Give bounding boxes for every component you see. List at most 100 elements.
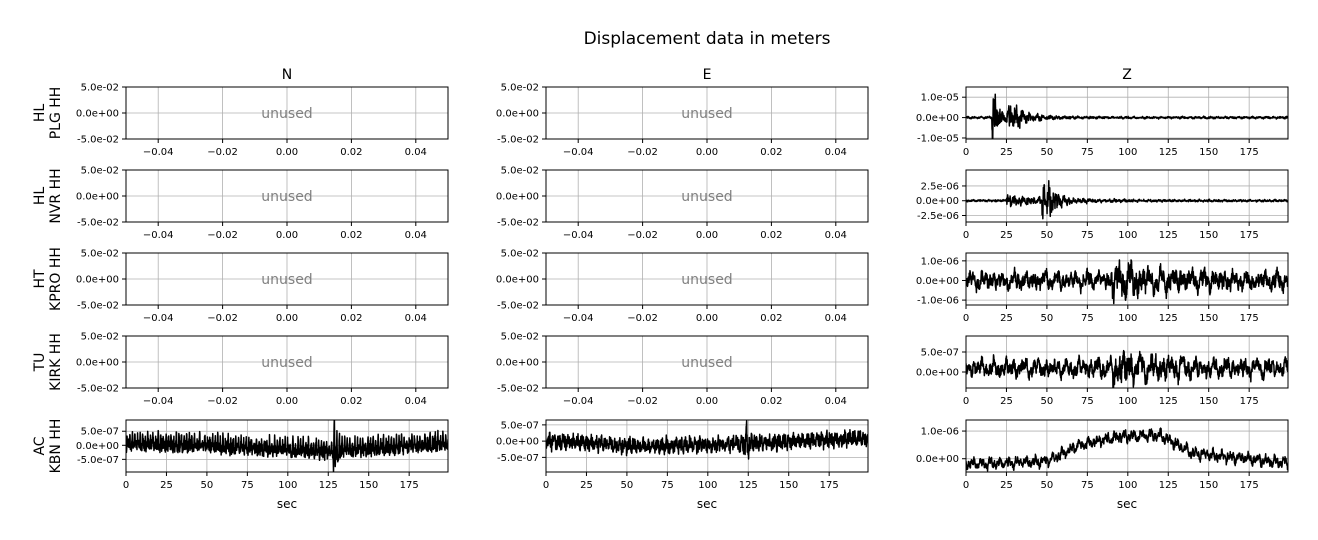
y-tick-label: 0.0e+00 xyxy=(76,441,119,452)
x-tick-label: 125 xyxy=(1159,313,1178,324)
series-line xyxy=(126,420,448,472)
series-line xyxy=(546,420,868,460)
x-tick-label: 150 xyxy=(1199,313,1218,324)
y-tick-label: 0.0e+00 xyxy=(76,109,119,120)
y-tick-label: 0.0e+00 xyxy=(916,196,959,207)
x-tick-label: 100 xyxy=(278,480,297,491)
x-tick-label: 150 xyxy=(1199,230,1218,241)
x-tick-label: −0.02 xyxy=(627,396,658,407)
x-tick-label: 0.02 xyxy=(340,396,362,407)
x-tick-label: 150 xyxy=(779,480,798,491)
x-tick-label: 0.02 xyxy=(760,396,782,407)
y-tick-label: 5.0e-02 xyxy=(501,166,539,177)
y-tick-label: 1.0e-05 xyxy=(921,93,959,104)
x-tick-label: 50 xyxy=(1041,230,1054,241)
y-tick-label: 0.0e+00 xyxy=(496,192,539,203)
x-tick-label: 100 xyxy=(1118,313,1137,324)
x-tick-label: 100 xyxy=(1118,230,1137,241)
row-label-nvr: HLNVR HH xyxy=(32,168,64,223)
y-tick-label: 0.0e+00 xyxy=(496,437,539,448)
x-tick-label: 0 xyxy=(963,230,969,241)
row-label-station: PLG HH xyxy=(48,87,64,140)
x-tick-label: 25 xyxy=(160,480,173,491)
y-tick-label: -5.0e-02 xyxy=(497,218,539,229)
x-tick-label: 0.00 xyxy=(696,147,718,158)
y-tick-label: -5.0e-07 xyxy=(497,453,539,464)
subplot-r0-c0: unused −0.04 −0.02 0.00 0.02 0.04 5.0e-02 0.0e+… xyxy=(76,83,449,158)
subplot-r0-c1: unused −0.04 −0.02 0.00 0.02 0.04 5.0e-02 0.0e+… xyxy=(496,83,869,158)
x-tick-label: 25 xyxy=(1000,230,1013,241)
axes-frame xyxy=(965,86,1289,140)
x-tick-label: 0 xyxy=(123,480,129,491)
unused-label: unused xyxy=(681,355,732,371)
x-tick-label: 75 xyxy=(1081,147,1094,158)
x-tick-label: 175 xyxy=(1240,313,1259,324)
x-tick-label: 50 xyxy=(621,480,634,491)
axes-frame xyxy=(965,169,1289,223)
row-label-network: AC xyxy=(32,436,48,455)
x-tick-label: 175 xyxy=(1240,147,1259,158)
x-tick-label: 50 xyxy=(1041,147,1054,158)
x-tick-label: 0.04 xyxy=(825,147,847,158)
unused-label: unused xyxy=(261,355,312,371)
x-tick-label: 125 xyxy=(739,480,758,491)
x-tick-label: 25 xyxy=(1000,147,1013,158)
x-tick-label: 125 xyxy=(1159,230,1178,241)
y-tick-label: 0.0e+00 xyxy=(496,275,539,286)
series-line xyxy=(966,259,1288,305)
x-tick-label: −0.02 xyxy=(627,313,658,324)
x-tick-label: 25 xyxy=(1000,480,1013,491)
subplot-r3-c0: unused −0.04 −0.02 0.00 0.02 0.04 5.0e-02 0.0e+… xyxy=(76,332,449,407)
x-axis-label: sec xyxy=(1117,497,1137,511)
y-tick-label: 5.0e-02 xyxy=(501,83,539,94)
x-tick-label: 0.04 xyxy=(825,396,847,407)
axes-frame xyxy=(125,419,449,473)
x-tick-label: 175 xyxy=(400,480,419,491)
x-tick-label: 0.04 xyxy=(405,396,427,407)
x-tick-label: 0.00 xyxy=(276,147,298,158)
x-axis-label: sec xyxy=(277,497,297,511)
x-tick-label: 50 xyxy=(201,480,214,491)
x-axis-label: sec xyxy=(697,497,717,511)
x-tick-label: 125 xyxy=(319,480,338,491)
panels: unused −0.04 −0.02 0.00 0.02 0.04 5.0e-02 0.0e+… xyxy=(76,83,1289,511)
x-tick-label: 0.00 xyxy=(696,313,718,324)
subplot-r3-c1: unused −0.04 −0.02 0.00 0.02 0.04 5.0e-02 0.0e+… xyxy=(496,332,869,407)
row-label-kpro: HTKPRO HH xyxy=(32,247,64,311)
x-tick-label: 0 xyxy=(963,147,969,158)
unused-label: unused xyxy=(681,106,732,122)
x-tick-label: 75 xyxy=(661,480,674,491)
y-tick-label: -1.0e-05 xyxy=(917,133,959,144)
subplot-r4-c2: 0 25 50 75 100 125 150 175 1.0e-06 0.0e+00 sec xyxy=(916,419,1289,511)
x-tick-label: 0 xyxy=(963,480,969,491)
x-tick-label: 0.04 xyxy=(405,230,427,241)
x-tick-label: 0.04 xyxy=(405,147,427,158)
x-tick-label: 25 xyxy=(1000,313,1013,324)
x-tick-label: −0.04 xyxy=(143,396,174,407)
x-tick-label: 0.00 xyxy=(696,396,718,407)
y-tick-label: -5.0e-02 xyxy=(77,218,119,229)
y-tick-label: 5.0e-02 xyxy=(81,249,119,260)
x-tick-label: −0.02 xyxy=(207,396,238,407)
column-title-z: Z xyxy=(1122,67,1132,83)
unused-label: unused xyxy=(681,272,732,288)
x-tick-label: 100 xyxy=(1118,147,1137,158)
x-tick-label: 0.04 xyxy=(825,230,847,241)
y-tick-label: 0.0e+00 xyxy=(916,276,959,287)
series-line xyxy=(966,180,1288,220)
x-tick-label: −0.04 xyxy=(563,396,594,407)
series-line xyxy=(966,427,1288,472)
row-label-station: KPRO HH xyxy=(48,247,64,311)
y-tick-label: 0.0e+00 xyxy=(496,109,539,120)
x-tick-label: 0.00 xyxy=(276,230,298,241)
y-tick-label: -2.5e-06 xyxy=(917,211,959,222)
x-tick-label: 0 xyxy=(963,396,969,407)
x-tick-label: 150 xyxy=(1199,480,1218,491)
y-tick-label: -1.0e-06 xyxy=(917,296,959,307)
x-tick-label: 25 xyxy=(580,480,593,491)
subplot-r2-c1: unused −0.04 −0.02 0.00 0.02 0.04 5.0e-02 0.0e+… xyxy=(496,249,869,324)
x-tick-label: 75 xyxy=(1081,480,1094,491)
row-label-network: HL xyxy=(32,187,48,206)
y-tick-label: 2.5e-06 xyxy=(921,181,959,192)
